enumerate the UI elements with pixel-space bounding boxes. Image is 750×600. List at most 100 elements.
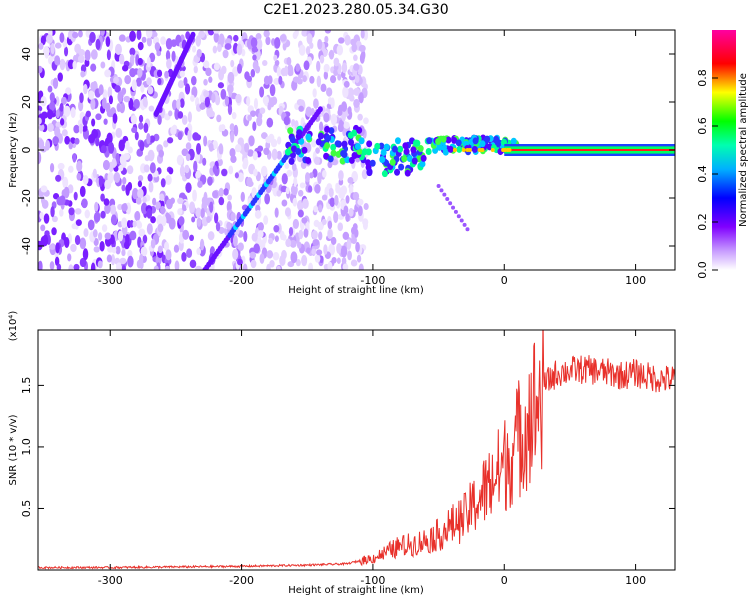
snr-panel: -300 -200 -100 0 100 0.5 1.0 1.5 Height of str… xyxy=(8,311,676,596)
noise-speck xyxy=(190,94,195,102)
noise-speck xyxy=(216,114,222,123)
central-line-highlight xyxy=(461,148,466,152)
noise-speck xyxy=(156,69,163,78)
noise-speck xyxy=(203,90,210,98)
noise-speck xyxy=(265,36,271,46)
noise-speck xyxy=(115,262,122,270)
noise-speck xyxy=(214,94,221,106)
central-blob-mark xyxy=(347,131,354,139)
noise-speck xyxy=(78,123,84,134)
noise-speck xyxy=(137,188,144,199)
noise-speck xyxy=(100,61,106,69)
central-blob-mark xyxy=(366,140,373,148)
central-blob-mark xyxy=(380,148,387,156)
noise-speck xyxy=(79,92,84,104)
noise-speck xyxy=(132,187,139,200)
noise-speck xyxy=(357,205,363,217)
x-tick-label: -200 xyxy=(229,574,254,587)
noise-speck xyxy=(353,63,360,71)
noise-speck xyxy=(263,215,269,225)
noise-speck xyxy=(292,197,298,207)
noise-speck xyxy=(121,203,128,212)
noise-speck xyxy=(240,191,245,202)
noise-speck xyxy=(338,170,344,181)
noise-speck xyxy=(49,92,55,103)
central-blob-mark xyxy=(330,149,337,157)
noise-speck xyxy=(138,122,144,130)
noise-speck xyxy=(104,232,112,240)
noise-speck xyxy=(85,110,92,118)
noise-speck xyxy=(273,77,280,85)
noise-speck xyxy=(241,48,246,57)
noise-speck xyxy=(203,191,208,204)
central-blob-mark xyxy=(305,156,312,164)
noise-speck xyxy=(184,83,191,95)
central-blob-mark xyxy=(288,157,295,165)
central-blob-mark xyxy=(426,137,433,145)
noise-speck xyxy=(234,172,239,179)
noise-speck xyxy=(186,248,193,258)
noise-speck xyxy=(250,259,257,269)
noise-speck xyxy=(168,110,173,117)
noise-speck xyxy=(177,80,185,89)
noise-speck xyxy=(281,173,288,185)
noise-speck xyxy=(318,204,323,213)
noise-speck xyxy=(274,37,281,49)
noise-speck xyxy=(108,141,115,154)
noise-speck xyxy=(106,49,111,61)
colorbar-label: Normalized spectral amplitude xyxy=(738,73,749,227)
spectrogram-x-ticks: -300 -200 -100 0 100 xyxy=(98,30,646,287)
noise-speck xyxy=(351,43,358,53)
noise-speck xyxy=(80,64,87,73)
noise-speck xyxy=(195,265,203,270)
central-blob-mark xyxy=(437,143,444,151)
noise-speck xyxy=(274,59,280,67)
noise-speck xyxy=(298,44,306,56)
noise-speck xyxy=(104,69,112,78)
noise-speck xyxy=(90,81,96,91)
diagonal-mark xyxy=(317,106,323,113)
noise-speck xyxy=(301,217,308,224)
noise-speck xyxy=(145,30,153,39)
central-blob-mark xyxy=(420,154,427,162)
noise-speck xyxy=(74,137,80,145)
noise-speck xyxy=(141,36,147,43)
noise-speck xyxy=(38,139,45,150)
central-blob-mark xyxy=(401,155,408,163)
noise-speck xyxy=(60,118,65,126)
noise-speck xyxy=(327,261,333,270)
noise-speck xyxy=(43,45,50,57)
noise-speck xyxy=(97,260,103,269)
noise-speck xyxy=(339,186,346,198)
noise-speck xyxy=(189,259,197,269)
noise-speck xyxy=(40,185,48,193)
noise-speck xyxy=(269,97,275,108)
central-blob-mark xyxy=(324,125,331,133)
central-blob-mark xyxy=(296,129,303,137)
central-blob-mark xyxy=(406,155,413,163)
y-tick-label: -20 xyxy=(20,189,33,207)
noise-speck xyxy=(263,75,270,86)
noise-speck xyxy=(164,241,170,252)
central-blob-mark xyxy=(410,146,417,154)
noise-speck xyxy=(64,135,71,145)
noise-speck xyxy=(78,100,84,112)
noise-speck xyxy=(290,251,298,264)
noise-speck xyxy=(320,83,327,93)
noise-speck xyxy=(164,265,171,270)
noise-speck xyxy=(100,145,107,154)
noise-speck xyxy=(51,215,58,223)
noise-speck xyxy=(257,222,264,232)
noise-speck xyxy=(363,203,369,210)
noise-speck xyxy=(73,191,78,201)
noise-speck xyxy=(310,108,315,116)
noise-speck xyxy=(289,239,297,248)
noise-speck xyxy=(142,96,148,108)
noise-speck xyxy=(295,259,301,267)
noise-speck xyxy=(38,105,43,112)
branch-mark xyxy=(448,201,453,206)
noise-speck xyxy=(127,255,134,268)
noise-speck xyxy=(112,113,118,124)
central-line-highlight xyxy=(480,148,485,152)
noise-speck xyxy=(196,247,202,255)
